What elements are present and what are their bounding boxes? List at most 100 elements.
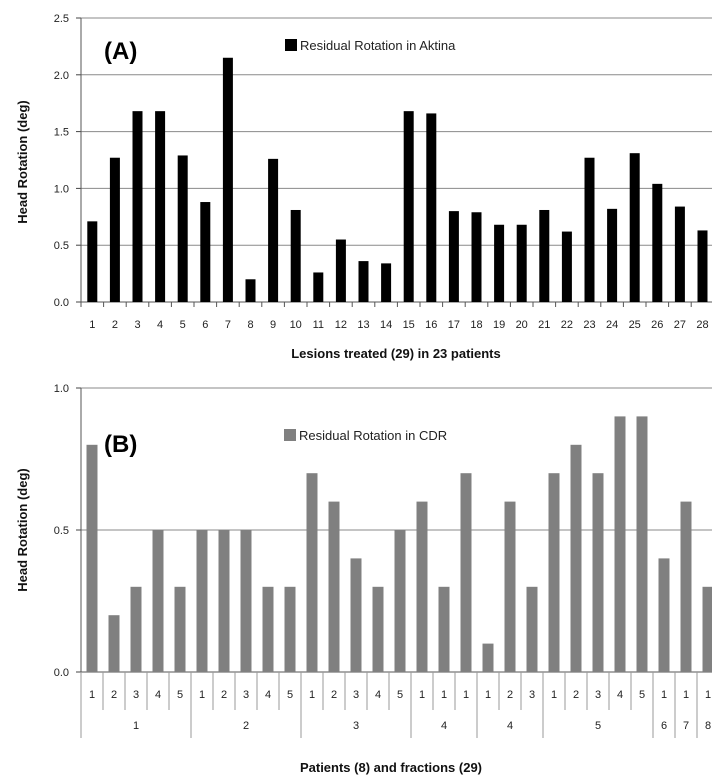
panel-a-x-tick-label: 8 — [247, 319, 253, 331]
panel-a-x-axis-title: Lesions treated (29) in 23 patients — [291, 346, 501, 361]
panel-a-bar — [629, 153, 640, 302]
panel-b-bar — [86, 444, 98, 672]
panel-a-bar — [426, 113, 437, 302]
panel-b-x-tick-label: 3 — [529, 689, 535, 701]
panel-a-bar — [177, 155, 188, 302]
panel-b-x-tick-label: 1 — [441, 689, 447, 701]
panel-a-bar — [561, 231, 572, 302]
panel-a-bar — [222, 57, 233, 303]
panel-b-bar — [350, 558, 362, 672]
panel-b-x-tick-label: 1 — [199, 689, 205, 701]
panel-a-x-tick-label: 26 — [651, 319, 663, 331]
panel-a-x-tick-label: 2 — [112, 319, 118, 331]
panel-a-bar — [358, 261, 369, 302]
panel-a-bar — [652, 183, 663, 302]
panel-a-x-tick-label: 5 — [180, 319, 186, 331]
panel-a: (A) Residual Rotation in Aktina Lesions … — [15, 13, 712, 361]
panel-b-x-tick-label: 2 — [221, 689, 227, 701]
panel-b-bar — [460, 473, 472, 672]
panel-b-group-label: 7 — [683, 720, 689, 732]
panel-a-bar — [268, 158, 279, 302]
panel-b-x-tick-label: 4 — [617, 689, 623, 701]
panel-b-bar — [394, 530, 406, 672]
panel-a-x-tick-label: 25 — [629, 319, 641, 331]
panel-b-x-tick-label: 1 — [89, 689, 95, 701]
panel-b-y-tick-label: 0.0 — [54, 667, 69, 679]
panel-a-bar — [674, 206, 685, 302]
panel-b-bar — [152, 530, 164, 672]
panel-b-x-tick-label: 2 — [111, 689, 117, 701]
panel-b-bar — [130, 586, 142, 672]
panel-a-bar — [448, 211, 459, 302]
panel-a-x-tick-label: 16 — [425, 319, 437, 331]
panel-b-legend-swatch — [284, 429, 296, 441]
panel-b-group-label: 3 — [353, 720, 359, 732]
panel-a-x-tick-label: 3 — [134, 319, 140, 331]
panel-b-group-label: 8 — [705, 720, 711, 732]
panel-a-x-tick-label: 14 — [380, 319, 392, 331]
panel-a-x-tick-label: 23 — [583, 319, 595, 331]
panel-b-bar — [218, 530, 230, 672]
panel-b-group-label: 4 — [441, 720, 447, 732]
panel-b-bar — [482, 643, 494, 672]
panel-b-group-label: 1 — [133, 720, 139, 732]
panel-a-bar — [155, 111, 166, 302]
panel-a-bar — [607, 208, 618, 302]
panel-b-x-tick-label: 1 — [683, 689, 689, 701]
panel-b-x-tick-label: 5 — [287, 689, 293, 701]
panel-b-bar — [504, 501, 516, 672]
panel-a-bar — [313, 272, 324, 302]
panel-b-bar — [438, 586, 450, 672]
panel-a-label: (A) — [104, 38, 137, 65]
panel-a-bar — [584, 157, 595, 302]
panel-b-bar — [592, 473, 604, 672]
panel-b-x-tick-label: 4 — [375, 689, 381, 701]
panel-b-group-label: 6 — [661, 720, 667, 732]
panel-b-x-tick-label: 4 — [265, 689, 271, 701]
panel-a-legend-swatch — [285, 39, 297, 51]
panel-a-y-tick-label: 0.5 — [54, 240, 69, 252]
panel-b-group-label: 5 — [595, 720, 601, 732]
panel-b-bar — [526, 586, 538, 672]
panel-a-bar — [87, 221, 98, 302]
panel-b-bar — [636, 416, 648, 672]
panel-b-bar — [372, 586, 384, 672]
panel-b-x-tick-label: 4 — [155, 689, 161, 701]
panel-a-x-tick-label: 7 — [225, 319, 231, 331]
panel-b: (B) Residual Rotation in CDR Patients (8… — [15, 383, 712, 775]
panel-a-legend-label: Residual Rotation in Aktina — [300, 38, 456, 53]
panel-a-y-axis-title: Head Rotation (deg) — [15, 100, 30, 224]
panel-b-group-label: 4 — [507, 720, 513, 732]
panel-b-x-tick-label: 1 — [309, 689, 315, 701]
panel-b-x-tick-label: 3 — [243, 689, 249, 701]
panel-b-bar — [658, 558, 670, 672]
panel-b-bar — [702, 586, 712, 672]
panel-a-x-tick-label: 24 — [606, 319, 618, 331]
panel-b-x-tick-label: 3 — [595, 689, 601, 701]
panel-b-bar — [108, 615, 120, 672]
panel-b-x-tick-label: 1 — [661, 689, 667, 701]
panel-b-bar — [262, 586, 274, 672]
panel-a-bar — [381, 263, 392, 302]
panel-a-x-tick-label: 28 — [696, 319, 708, 331]
panel-a-y-tick-label: 1.0 — [54, 183, 69, 195]
panel-a-x-tick-label: 13 — [357, 319, 369, 331]
panel-b-x-tick-label: 1 — [485, 689, 491, 701]
panel-b-y-axis-title: Head Rotation (deg) — [15, 468, 30, 592]
panel-a-bar — [471, 212, 482, 302]
panel-b-bar — [196, 530, 208, 672]
panel-b-legend-label: Residual Rotation in CDR — [299, 428, 447, 443]
panel-a-x-tick-label: 22 — [561, 319, 573, 331]
panel-a-x-tick-label: 6 — [202, 319, 208, 331]
panel-b-x-tick-label: 2 — [573, 689, 579, 701]
panel-a-bar — [132, 111, 143, 302]
panel-a-bar — [245, 279, 256, 302]
panel-b-x-tick-label: 2 — [331, 689, 337, 701]
panel-b-x-tick-label: 5 — [177, 689, 183, 701]
panel-a-x-tick-label: 12 — [335, 319, 347, 331]
panel-a-y-tick-label: 0.0 — [54, 297, 69, 309]
panel-b-x-tick-label: 5 — [397, 689, 403, 701]
panel-a-x-tick-label: 15 — [403, 319, 415, 331]
panel-b-bar — [680, 501, 692, 672]
